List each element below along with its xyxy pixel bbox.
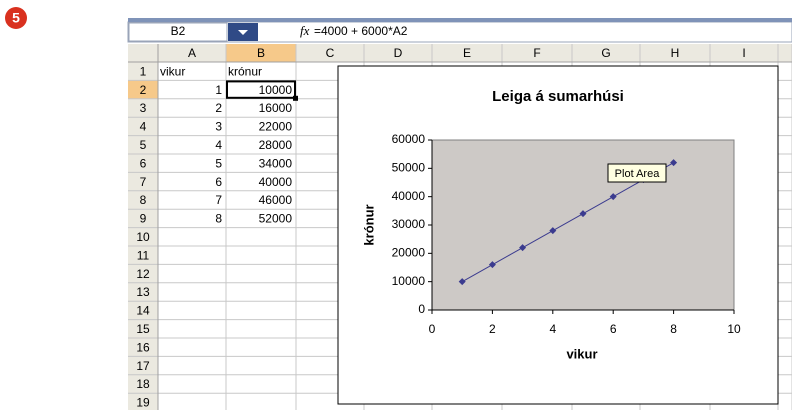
fill-handle bbox=[293, 95, 298, 101]
plot-area bbox=[431, 139, 735, 311]
row-header: 2 bbox=[140, 83, 147, 97]
column-header: F bbox=[533, 46, 540, 60]
y-tick-label: 50000 bbox=[392, 161, 426, 175]
cell: 46000 bbox=[259, 193, 293, 207]
column-header: H bbox=[671, 46, 680, 60]
row-header: 9 bbox=[140, 212, 147, 226]
cell: vikur bbox=[160, 64, 185, 78]
cell: 8 bbox=[215, 212, 222, 226]
cell: 6 bbox=[215, 175, 222, 189]
y-tick-label: 40000 bbox=[392, 189, 426, 203]
cell: 7 bbox=[215, 193, 222, 207]
active-column-header bbox=[226, 44, 296, 62]
row-header: 17 bbox=[136, 359, 150, 373]
y-axis-label: krónur bbox=[361, 204, 376, 245]
row-header: 4 bbox=[140, 120, 147, 134]
point bbox=[519, 244, 527, 252]
row-header: 12 bbox=[136, 267, 150, 281]
badge-circle bbox=[5, 7, 27, 29]
x-tick-label: 10 bbox=[727, 322, 741, 336]
y-tick-label: 10000 bbox=[392, 274, 426, 288]
chart-title: Leiga á sumarhúsi bbox=[492, 88, 624, 105]
x-tick-label: 4 bbox=[549, 322, 556, 336]
x-tick-label: 2 bbox=[489, 322, 496, 336]
column-header: A bbox=[188, 46, 196, 60]
tooltip: Plot Area bbox=[615, 168, 661, 180]
row-header: 6 bbox=[140, 156, 147, 170]
cell: krónur bbox=[228, 64, 262, 78]
cell: 52000 bbox=[259, 212, 293, 226]
row-header: 3 bbox=[140, 101, 147, 115]
column-header: C bbox=[326, 46, 335, 60]
point bbox=[609, 193, 617, 201]
row-header: 11 bbox=[137, 248, 150, 262]
row-header: 10 bbox=[136, 230, 150, 244]
y-tick-label: 60000 bbox=[392, 132, 426, 146]
column-header: D bbox=[394, 46, 403, 60]
fx-icon[interactable]: fx bbox=[300, 23, 310, 38]
row-header: 1 bbox=[140, 64, 147, 78]
series-line bbox=[461, 162, 674, 283]
cell: 1 bbox=[215, 83, 222, 97]
x-tick-label: 8 bbox=[670, 322, 677, 336]
cell: 4 bbox=[215, 138, 222, 152]
row-header: 13 bbox=[136, 285, 150, 299]
cell: 10000 bbox=[259, 83, 293, 97]
cell: 28000 bbox=[259, 138, 293, 152]
row-header: 14 bbox=[136, 304, 150, 318]
y-tick-label: 30000 bbox=[392, 217, 426, 231]
point bbox=[549, 227, 557, 235]
row-header: 16 bbox=[136, 340, 150, 354]
point bbox=[488, 261, 496, 269]
cell: 34000 bbox=[259, 156, 293, 170]
cell: 16000 bbox=[259, 101, 293, 115]
dropdown-arrow bbox=[238, 30, 248, 35]
cell: 22000 bbox=[259, 120, 293, 134]
cell: 2 bbox=[215, 101, 222, 115]
row-header: 7 bbox=[140, 175, 147, 189]
point bbox=[458, 278, 466, 286]
toolbar-edge bbox=[128, 18, 792, 22]
name-box[interactable] bbox=[128, 22, 228, 42]
x-tick-label: 0 bbox=[429, 322, 436, 336]
tooltip-box bbox=[607, 163, 667, 183]
x-tick-label: 6 bbox=[610, 322, 617, 336]
selected-cell bbox=[226, 80, 296, 99]
row-header-bar bbox=[128, 62, 158, 410]
point bbox=[670, 159, 678, 167]
column-header: G bbox=[601, 46, 610, 60]
row-header: 5 bbox=[140, 138, 147, 152]
x-axis-label: vikur bbox=[566, 346, 597, 361]
active-row-header bbox=[128, 80, 158, 99]
cell: 40000 bbox=[259, 175, 293, 189]
name-box-text: B2 bbox=[171, 24, 186, 38]
y-tick-label: 0 bbox=[418, 302, 425, 316]
embedded-chart[interactable]: Leiga á sumarhúsi 0 10000 20000 30000 40000 50… bbox=[337, 65, 779, 405]
cell: 5 bbox=[215, 156, 222, 170]
row-header: 19 bbox=[136, 396, 150, 410]
row-header: 8 bbox=[140, 193, 147, 207]
cell: 3 bbox=[215, 120, 222, 134]
row-header: 15 bbox=[136, 322, 150, 336]
badge: 5 bbox=[12, 10, 20, 26]
formula-bar bbox=[127, 21, 792, 43]
column-header: E bbox=[463, 46, 471, 60]
column-header: B bbox=[257, 46, 265, 60]
formula-text: =4000 + 6000*A2 bbox=[314, 24, 408, 38]
y-tick-label: 20000 bbox=[392, 246, 426, 260]
point bbox=[579, 210, 587, 218]
column-header: I bbox=[742, 46, 745, 60]
row-header: 18 bbox=[136, 377, 150, 391]
